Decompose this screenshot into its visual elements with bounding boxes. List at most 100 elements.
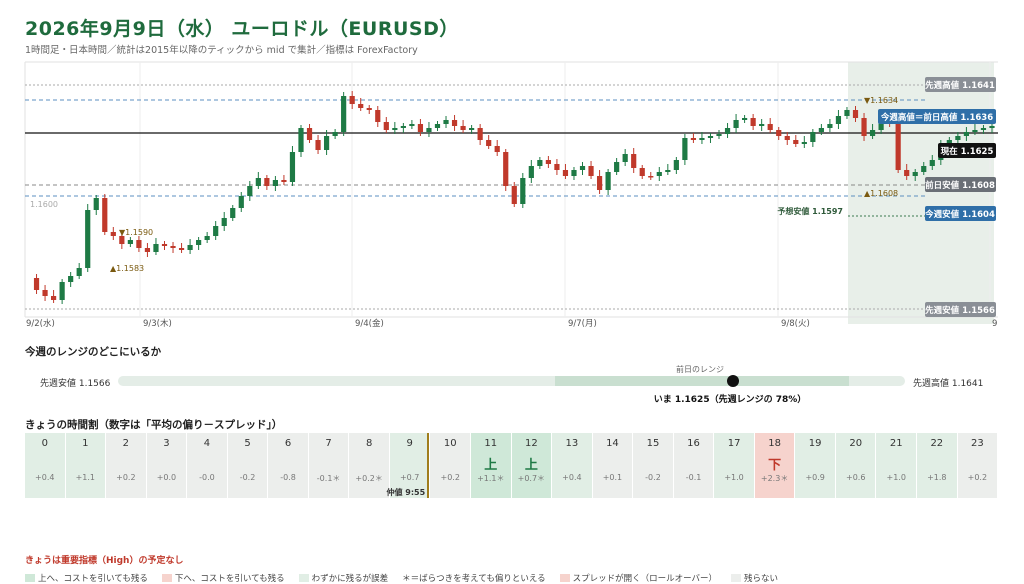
candle-body (33, 278, 40, 290)
hour-value: +0.2＊ (355, 474, 383, 483)
hour-number: 8 (365, 438, 373, 449)
date-label-0: 9/2(水) (26, 318, 55, 329)
hour-cell-8: 8 +0.2＊ (349, 433, 390, 498)
candle-body (238, 196, 244, 208)
legend-item: スプレッドが開く（ロールオーバー） (559, 572, 717, 584)
hour-cell-9: 9 +0.7 (389, 433, 431, 498)
candle-body (955, 136, 961, 140)
hour-value: +0.4 (562, 473, 582, 482)
candle-body (341, 96, 347, 132)
fixing-label: 仲値 9:55 (386, 488, 426, 497)
candle-body (358, 104, 364, 108)
hour-direction: 上 (524, 458, 538, 473)
range-bar (118, 376, 905, 386)
hour-value: +0.6 (845, 473, 866, 482)
tag-week-low: 今週安値 1.1604 (924, 206, 996, 221)
legend-item: 上へ、コストを引いても残る (25, 572, 148, 584)
candle-body (170, 246, 176, 248)
hour-cell-21: 21 +1.0 (876, 433, 918, 498)
candle-body (989, 126, 995, 128)
hour-direction: 上 (484, 458, 498, 473)
candle-body (912, 172, 918, 176)
range-left-label: 先週安値 1.1566 (40, 379, 111, 389)
candle-body (153, 244, 159, 252)
hour-cell-19: 19 +0.9 (795, 433, 836, 498)
candle-body (588, 166, 594, 176)
legend-label: ＊＝ばらつきを考えても偏りといえる (402, 574, 546, 584)
candle-body (554, 164, 560, 170)
hour-value: +0.2 (116, 473, 136, 482)
price-axis-label: 1.1600 (30, 200, 58, 209)
hour-cell-15: 15 -0.2 (633, 433, 674, 498)
hour-cell-1: 1 +1.1 (65, 433, 107, 498)
candle-body (68, 276, 74, 282)
candle-body (443, 120, 449, 124)
candle-body (682, 138, 688, 160)
tag-forecast-low: 予想安値 1.1597 (777, 206, 843, 216)
candle-body (733, 120, 739, 128)
hour-number: 9 (406, 438, 413, 449)
candle-body (349, 96, 355, 104)
hour-cell-0: 0 +0.4 (25, 433, 66, 498)
candle-body (434, 124, 441, 128)
candle-body (648, 176, 654, 178)
legend-swatch (731, 574, 741, 582)
hour-number: 5 (244, 438, 251, 449)
legend-item: わずかに残るが誤差 (298, 572, 389, 584)
hour-cell-23: 23 +0.2 (957, 433, 999, 498)
hours-heading: きょうの時間割（数字は「平均の偏り－スプレッド」） (25, 419, 283, 431)
candle-body (119, 236, 125, 244)
hour-cell-20: 20 +0.6 (835, 433, 877, 498)
tag-prev-week-high: 先週高値 1.1641 (925, 77, 996, 92)
hour-cell-12: 12 上 +0.7＊ (511, 433, 553, 498)
candle-body (383, 122, 389, 130)
candle-body (196, 240, 202, 245)
candle-body (417, 124, 424, 132)
hour-number: 4 (203, 438, 211, 449)
hour-number: 0 (41, 438, 48, 449)
legend-label: わずかに残るが誤差 (311, 574, 389, 584)
legend-swatch (298, 574, 309, 582)
candle-body (477, 128, 483, 140)
hour-cell-5: 5 -0.2 (227, 433, 269, 498)
hour-number: 11 (484, 438, 498, 449)
hour-number: 12 (524, 438, 538, 449)
candle-body (639, 168, 645, 176)
candle-body (221, 218, 227, 226)
candle-body (503, 152, 509, 186)
hour-value: +0.9 (805, 473, 825, 482)
legend-label: 残らない (744, 574, 779, 584)
candle-body (247, 186, 253, 196)
hour-cell-14: 14 +0.1 (592, 433, 634, 498)
candle-body (844, 110, 850, 116)
candle-body (784, 136, 790, 140)
candle-body (494, 146, 500, 152)
candle-body (486, 140, 492, 146)
candle-body (528, 166, 534, 178)
hour-number: 23 (970, 438, 984, 449)
hour-value: +1.8 (927, 473, 947, 482)
hour-number: 3 (163, 438, 170, 449)
hour-value: -0.1 (685, 473, 702, 482)
candle-body (306, 128, 313, 140)
legend-swatch (25, 574, 35, 582)
candle-body (776, 130, 782, 136)
svg-text:先週安値 1.1566: 先週安値 1.1566 (925, 305, 995, 316)
candle-body (161, 244, 168, 246)
hour-cell-13: 13 +0.4 (552, 433, 593, 498)
legend-item: ＊＝ばらつきを考えても偏りといえる (402, 572, 545, 584)
candle-body (562, 170, 569, 176)
candle-body (579, 166, 586, 170)
candle-body (980, 128, 987, 130)
candle-body (699, 138, 705, 140)
candle-body (264, 178, 270, 186)
candle-body (520, 178, 526, 204)
candle-body (810, 132, 816, 142)
annotation-low-2: ▲1.1608 (864, 189, 898, 198)
candle-body (409, 124, 415, 126)
hour-number: 1 (82, 438, 89, 449)
legend-label: 下へ、コストを引いても残る (174, 574, 285, 584)
candle-body (622, 154, 628, 162)
legend-swatch (161, 574, 172, 582)
hour-number: 7 (325, 438, 332, 449)
